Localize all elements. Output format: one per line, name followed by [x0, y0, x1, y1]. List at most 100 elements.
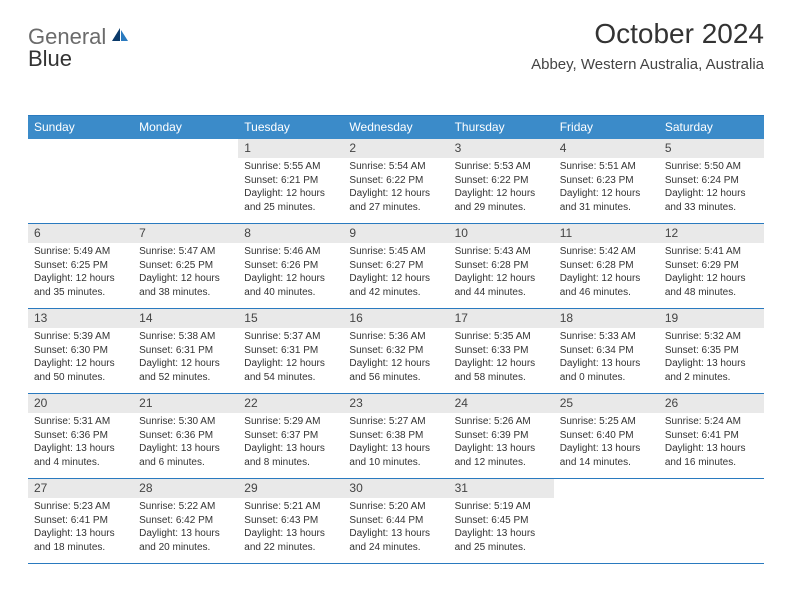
day-line: Sunrise: 5:47 AM: [139, 245, 232, 259]
day-line: Daylight: 13 hours: [455, 442, 548, 456]
day-line: Daylight: 13 hours: [139, 527, 232, 541]
day-cell: 23Sunrise: 5:27 AMSunset: 6:38 PMDayligh…: [343, 394, 448, 478]
day-line: Daylight: 12 hours: [349, 187, 442, 201]
day-line: Sunrise: 5:45 AM: [349, 245, 442, 259]
day-line: Daylight: 13 hours: [455, 527, 548, 541]
day-line: Sunset: 6:42 PM: [139, 514, 232, 528]
logo-text-2: Blue: [28, 46, 72, 71]
day-line: Daylight: 13 hours: [665, 357, 758, 371]
day-line: Sunrise: 5:42 AM: [560, 245, 653, 259]
day-line: Daylight: 13 hours: [139, 442, 232, 456]
day-line: Sunrise: 5:27 AM: [349, 415, 442, 429]
day-line: Sunset: 6:29 PM: [665, 259, 758, 273]
day-line: and 46 minutes.: [560, 286, 653, 300]
day-cell: 22Sunrise: 5:29 AMSunset: 6:37 PMDayligh…: [238, 394, 343, 478]
day-line: Sunset: 6:27 PM: [349, 259, 442, 273]
day-cell: 18Sunrise: 5:33 AMSunset: 6:34 PMDayligh…: [554, 309, 659, 393]
day-line: Sunset: 6:21 PM: [244, 174, 337, 188]
day-line: Sunset: 6:22 PM: [455, 174, 548, 188]
day-number: [554, 479, 659, 498]
day-line: Daylight: 12 hours: [665, 187, 758, 201]
day-cell: [554, 479, 659, 563]
day-cell: 15Sunrise: 5:37 AMSunset: 6:31 PMDayligh…: [238, 309, 343, 393]
day-cell: 25Sunrise: 5:25 AMSunset: 6:40 PMDayligh…: [554, 394, 659, 478]
week-row: 6Sunrise: 5:49 AMSunset: 6:25 PMDaylight…: [28, 224, 764, 309]
dow-cell: Thursday: [449, 116, 554, 139]
day-number: 13: [28, 309, 133, 328]
day-line: and 56 minutes.: [349, 371, 442, 385]
day-line: Daylight: 12 hours: [139, 272, 232, 286]
day-body: Sunrise: 5:39 AMSunset: 6:30 PMDaylight:…: [28, 328, 133, 388]
day-body: Sunrise: 5:30 AMSunset: 6:36 PMDaylight:…: [133, 413, 238, 473]
day-line: Sunset: 6:36 PM: [34, 429, 127, 443]
day-line: Sunset: 6:41 PM: [665, 429, 758, 443]
day-line: Sunset: 6:22 PM: [349, 174, 442, 188]
day-body: Sunrise: 5:19 AMSunset: 6:45 PMDaylight:…: [449, 498, 554, 558]
day-body: Sunrise: 5:23 AMSunset: 6:41 PMDaylight:…: [28, 498, 133, 558]
day-line: and 38 minutes.: [139, 286, 232, 300]
day-line: Sunrise: 5:22 AM: [139, 500, 232, 514]
day-line: Sunrise: 5:46 AM: [244, 245, 337, 259]
day-line: and 22 minutes.: [244, 541, 337, 555]
day-number: [659, 479, 764, 498]
day-line: Sunrise: 5:41 AM: [665, 245, 758, 259]
day-body: Sunrise: 5:37 AMSunset: 6:31 PMDaylight:…: [238, 328, 343, 388]
day-line: and 24 minutes.: [349, 541, 442, 555]
day-line: Sunset: 6:41 PM: [34, 514, 127, 528]
day-number: 21: [133, 394, 238, 413]
day-body: [659, 498, 764, 504]
day-line: and 40 minutes.: [244, 286, 337, 300]
day-cell: 24Sunrise: 5:26 AMSunset: 6:39 PMDayligh…: [449, 394, 554, 478]
day-body: Sunrise: 5:27 AMSunset: 6:38 PMDaylight:…: [343, 413, 448, 473]
day-line: Daylight: 12 hours: [560, 187, 653, 201]
day-number: 2: [343, 139, 448, 158]
day-line: Sunrise: 5:36 AM: [349, 330, 442, 344]
day-number: 19: [659, 309, 764, 328]
day-body: Sunrise: 5:54 AMSunset: 6:22 PMDaylight:…: [343, 158, 448, 218]
day-line: Sunset: 6:40 PM: [560, 429, 653, 443]
day-line: Sunset: 6:25 PM: [139, 259, 232, 273]
day-body: Sunrise: 5:51 AMSunset: 6:23 PMDaylight:…: [554, 158, 659, 218]
day-number: 16: [343, 309, 448, 328]
day-line: and 35 minutes.: [34, 286, 127, 300]
day-body: Sunrise: 5:26 AMSunset: 6:39 PMDaylight:…: [449, 413, 554, 473]
day-line: Daylight: 13 hours: [34, 442, 127, 456]
day-number: 7: [133, 224, 238, 243]
day-line: Daylight: 13 hours: [665, 442, 758, 456]
day-cell: 4Sunrise: 5:51 AMSunset: 6:23 PMDaylight…: [554, 139, 659, 223]
day-body: Sunrise: 5:29 AMSunset: 6:37 PMDaylight:…: [238, 413, 343, 473]
dow-cell: Monday: [133, 116, 238, 139]
week-row: 27Sunrise: 5:23 AMSunset: 6:41 PMDayligh…: [28, 479, 764, 564]
day-line: Sunrise: 5:26 AM: [455, 415, 548, 429]
day-number: 25: [554, 394, 659, 413]
day-line: and 31 minutes.: [560, 201, 653, 215]
day-line: Daylight: 13 hours: [560, 357, 653, 371]
day-line: Sunrise: 5:29 AM: [244, 415, 337, 429]
day-number: 4: [554, 139, 659, 158]
day-line: Sunset: 6:35 PM: [665, 344, 758, 358]
day-number: 6: [28, 224, 133, 243]
day-body: Sunrise: 5:46 AMSunset: 6:26 PMDaylight:…: [238, 243, 343, 303]
day-cell: 19Sunrise: 5:32 AMSunset: 6:35 PMDayligh…: [659, 309, 764, 393]
day-line: Sunrise: 5:37 AM: [244, 330, 337, 344]
day-line: Sunset: 6:28 PM: [455, 259, 548, 273]
day-number: 23: [343, 394, 448, 413]
day-number: 5: [659, 139, 764, 158]
day-cell: 7 Sunrise: 5:47 AMSunset: 6:25 PMDaylight…: [133, 224, 238, 308]
page-header: General October 2024 Abbey, Western Aust…: [28, 18, 764, 81]
day-line: Sunrise: 5:30 AM: [139, 415, 232, 429]
day-number: 8: [238, 224, 343, 243]
day-cell: [133, 139, 238, 223]
day-line: Daylight: 12 hours: [560, 272, 653, 286]
day-line: Sunrise: 5:19 AM: [455, 500, 548, 514]
day-line: Daylight: 12 hours: [244, 357, 337, 371]
day-line: Sunset: 6:31 PM: [244, 344, 337, 358]
day-line: Daylight: 12 hours: [455, 357, 548, 371]
day-line: Sunrise: 5:23 AM: [34, 500, 127, 514]
day-body: Sunrise: 5:45 AMSunset: 6:27 PMDaylight:…: [343, 243, 448, 303]
day-line: Sunrise: 5:31 AM: [34, 415, 127, 429]
day-number: 26: [659, 394, 764, 413]
day-cell: 13Sunrise: 5:39 AMSunset: 6:30 PMDayligh…: [28, 309, 133, 393]
day-line: Sunrise: 5:35 AM: [455, 330, 548, 344]
day-body: Sunrise: 5:20 AMSunset: 6:44 PMDaylight:…: [343, 498, 448, 558]
